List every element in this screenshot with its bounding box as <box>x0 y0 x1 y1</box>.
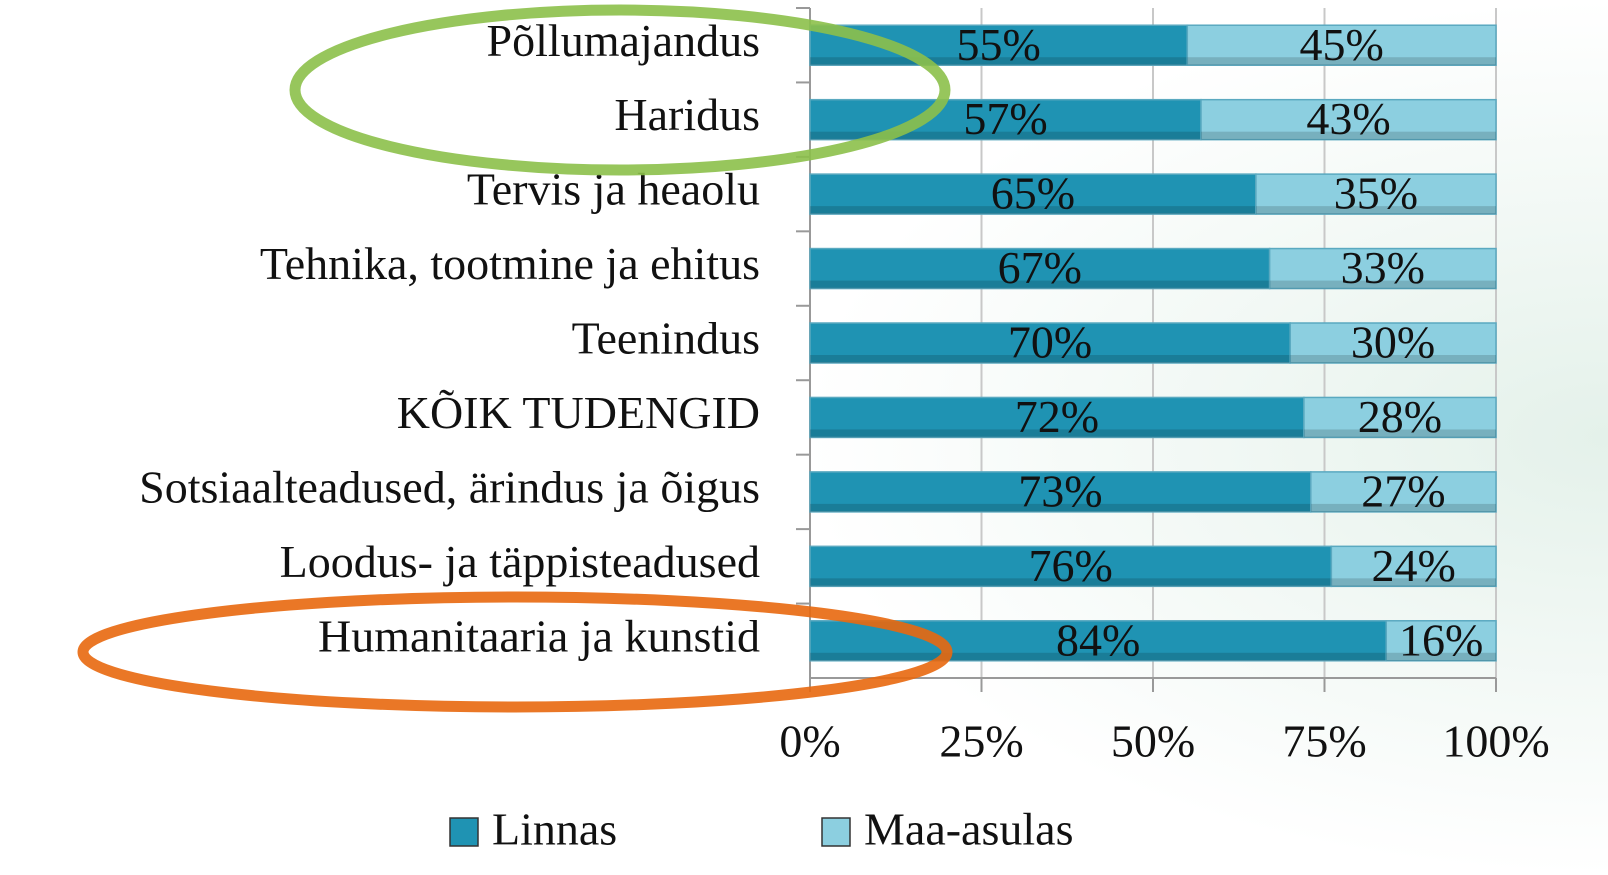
value-label: 84% <box>1056 614 1140 665</box>
value-label: 67% <box>998 242 1082 293</box>
bar <box>1310 471 1497 513</box>
bar-shade <box>1255 206 1496 215</box>
value-label: 57% <box>963 93 1047 144</box>
legend-label: Linnas <box>492 804 617 855</box>
y-tick-label: Tehnika, tootmine ja ehitus <box>260 238 760 289</box>
bar <box>1303 396 1497 439</box>
plot: 0% 25% 50% 75% 100% Põllumajandus 55% 45% Haridu… <box>139 7 1550 855</box>
value-label: 65% <box>991 168 1075 219</box>
y-tick-label: Sotsiaalteadused, ärindus ja õigus <box>139 461 760 512</box>
bar-shade <box>1303 429 1496 438</box>
bar-shade <box>810 355 1291 363</box>
value-label: 76% <box>1029 540 1113 591</box>
y-tick-label: Põllumajandus <box>487 15 760 66</box>
value-label: 45% <box>1299 19 1383 70</box>
value-label: 28% <box>1358 391 1442 442</box>
highlights <box>77 4 953 713</box>
bar <box>1200 98 1497 141</box>
bar <box>809 247 1271 290</box>
bar-shade <box>810 503 1311 512</box>
bar <box>1330 545 1497 588</box>
value-label: 73% <box>1018 465 1102 516</box>
bar-shade <box>1331 578 1496 587</box>
bar-shade <box>810 131 1202 140</box>
value-label: 30% <box>1351 317 1435 368</box>
bar <box>1268 247 1497 290</box>
bar-shade <box>1290 355 1496 363</box>
value-label: 70% <box>1008 317 1092 368</box>
x-tick-label: 100% <box>1442 716 1549 767</box>
legend-swatch <box>449 817 479 847</box>
bar-shade <box>1187 57 1496 66</box>
bar <box>809 396 1305 439</box>
x-tick-label: 25% <box>939 716 1023 767</box>
value-label: 72% <box>1015 391 1099 442</box>
bar <box>1255 173 1497 215</box>
value-label: 43% <box>1306 93 1390 144</box>
bar-shade <box>810 652 1387 661</box>
bar-shade <box>810 578 1332 587</box>
bar <box>809 545 1333 588</box>
bar <box>1289 322 1497 364</box>
value-label: 55% <box>956 19 1040 70</box>
legend-label: Maa-asulas <box>864 804 1073 855</box>
bar-shade <box>1386 652 1496 661</box>
bar <box>809 98 1202 141</box>
y-tick-label: Haridus <box>614 89 760 140</box>
bar <box>809 173 1257 215</box>
y-tick-label: KÕIK TUDENGID <box>397 387 760 438</box>
y-tick-label: Loodus- ja täppisteadused <box>280 536 760 587</box>
value-label: 16% <box>1399 614 1483 665</box>
bar <box>1186 24 1497 66</box>
bar-shade <box>810 280 1270 289</box>
bar-shade <box>810 429 1304 438</box>
bar-shade <box>1201 131 1496 140</box>
bar-shade <box>1310 503 1496 512</box>
orange-ellipse <box>77 591 953 713</box>
x-tick-label: 75% <box>1282 716 1366 767</box>
legend-swatch <box>821 817 851 847</box>
x-tick-label: 0% <box>779 716 840 767</box>
value-label: 27% <box>1361 465 1445 516</box>
bar <box>1385 620 1497 662</box>
bar <box>809 322 1291 364</box>
bar-shade <box>810 206 1256 215</box>
y-tick-label: Humanitaaria ja kunstid <box>318 610 760 661</box>
green-ellipse <box>289 4 951 176</box>
value-label: 24% <box>1372 540 1456 591</box>
x-tick-label: 50% <box>1111 716 1195 767</box>
bar-shade <box>810 57 1188 66</box>
value-label: 33% <box>1341 242 1425 293</box>
value-label: 35% <box>1334 168 1418 219</box>
bar-shade <box>1269 280 1496 289</box>
y-tick-label: Teenindus <box>572 313 760 364</box>
